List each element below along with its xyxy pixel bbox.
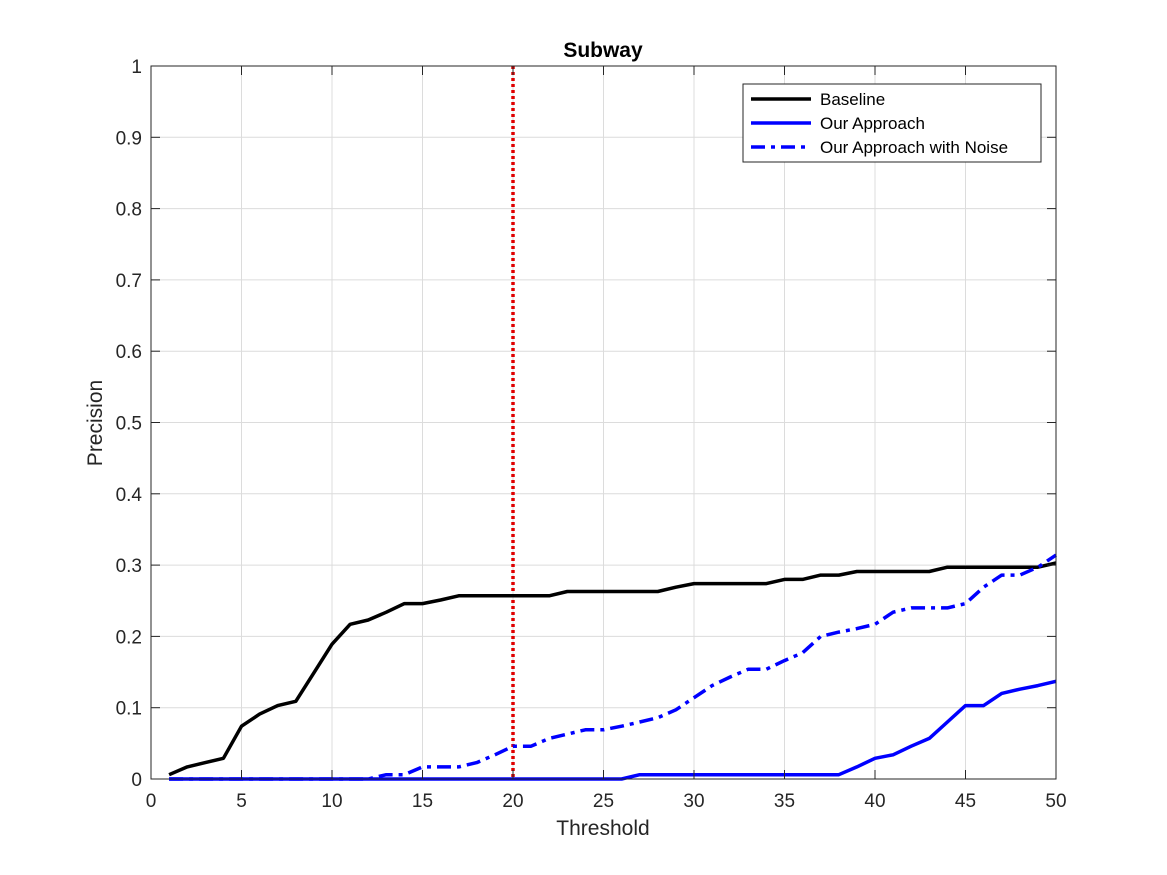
y-tick-label: 0.5 bbox=[116, 414, 142, 435]
y-tick-label: 0.9 bbox=[116, 128, 142, 149]
y-tick-label: 0.4 bbox=[116, 485, 143, 506]
y-tick-label: 1 bbox=[131, 57, 142, 78]
series-line-2 bbox=[169, 553, 1057, 781]
x-tick-label: 30 bbox=[683, 791, 704, 812]
x-tick-label: 10 bbox=[321, 791, 342, 812]
series-line-0 bbox=[168, 561, 1057, 777]
legend-label-0: Baseline bbox=[820, 90, 885, 109]
x-tick-label: 25 bbox=[593, 791, 614, 812]
y-tick-label: 0.2 bbox=[116, 627, 142, 648]
y-tick-label: 0.6 bbox=[116, 342, 142, 363]
y-tick-label: 0.8 bbox=[116, 200, 142, 221]
ticks: 0 5 10 15 20 25 30 35 40 45 50 0 0.1 0.2 0.3 0.4 0.5 0.6 0… bbox=[116, 57, 1067, 812]
y-axis-label: Precision bbox=[84, 380, 107, 466]
x-tick-label: 15 bbox=[412, 791, 433, 812]
x-tick-label: 50 bbox=[1045, 791, 1066, 812]
x-tick-label: 45 bbox=[955, 791, 976, 812]
x-tick-label: 35 bbox=[774, 791, 795, 812]
x-tick-label: 5 bbox=[236, 791, 247, 812]
chart-title: Subway bbox=[563, 39, 643, 62]
legend: Baseline Our Approach Our Approach with No… bbox=[742, 83, 1042, 163]
y-tick-label: 0.3 bbox=[116, 556, 142, 577]
legend-label-1: Our Approach bbox=[820, 114, 925, 133]
x-tick-label: 40 bbox=[864, 791, 885, 812]
x-axis-label: Threshold bbox=[556, 817, 649, 840]
x-tick-label: 0 bbox=[146, 791, 157, 812]
x-tick-label: 20 bbox=[502, 791, 523, 812]
y-tick-label: 0.7 bbox=[116, 271, 142, 292]
y-tick-label: 0.1 bbox=[116, 699, 142, 720]
legend-label-2: Our Approach with Noise bbox=[820, 138, 1008, 157]
y-tick-label: 0 bbox=[131, 770, 142, 791]
